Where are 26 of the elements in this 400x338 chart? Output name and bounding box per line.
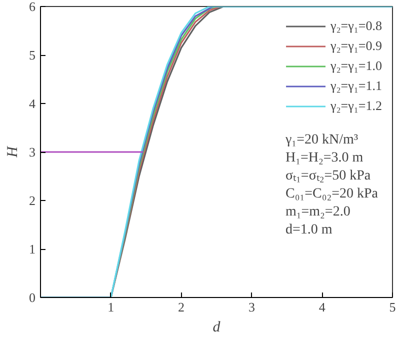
annotation: C₀₁=C₀₂=20 kPa [286, 186, 379, 202]
x-tick-label: 3 [248, 300, 255, 314]
y-tick-label: 5 [29, 48, 36, 62]
x-tick-label: 5 [389, 300, 396, 314]
y-tick-label: 3 [29, 144, 36, 160]
y-tick-label: 2 [29, 193, 36, 208]
x-tick-label: 4 [318, 300, 326, 314]
annotation: d=1.0 m [286, 222, 332, 238]
y-tick-label: 0 [29, 290, 36, 305]
annotation: H₁=H₂=3.0 m [286, 150, 364, 166]
y-tick-label: 1 [29, 242, 36, 256]
legend-label: γ₂=γ₁=1.0 [330, 58, 382, 74]
annotation: σₜ₁=σₜ₂=50 kPa [286, 168, 372, 184]
y-tick-label: 4 [29, 96, 36, 111]
x-tick-label: 2 [178, 300, 185, 314]
legend-label: γ₂=γ₁=0.8 [330, 18, 382, 34]
line-series [40, 6, 392, 298]
y-tick-label: 6 [29, 0, 36, 14]
x-tick-label: 1 [108, 300, 114, 314]
annotation: γ₁=20 kN/m³ [284, 132, 358, 148]
x-axis-title: d [212, 320, 221, 336]
legend-label: γ₂=γ₁=1.1 [330, 78, 382, 94]
legend-label: γ₂=γ₁=0.9 [330, 38, 382, 54]
annotation: m₁=m₂=2.0 [286, 204, 350, 220]
legend-label: γ₂=γ₁=1.2 [330, 98, 382, 114]
y-axis-title: H [5, 145, 21, 158]
